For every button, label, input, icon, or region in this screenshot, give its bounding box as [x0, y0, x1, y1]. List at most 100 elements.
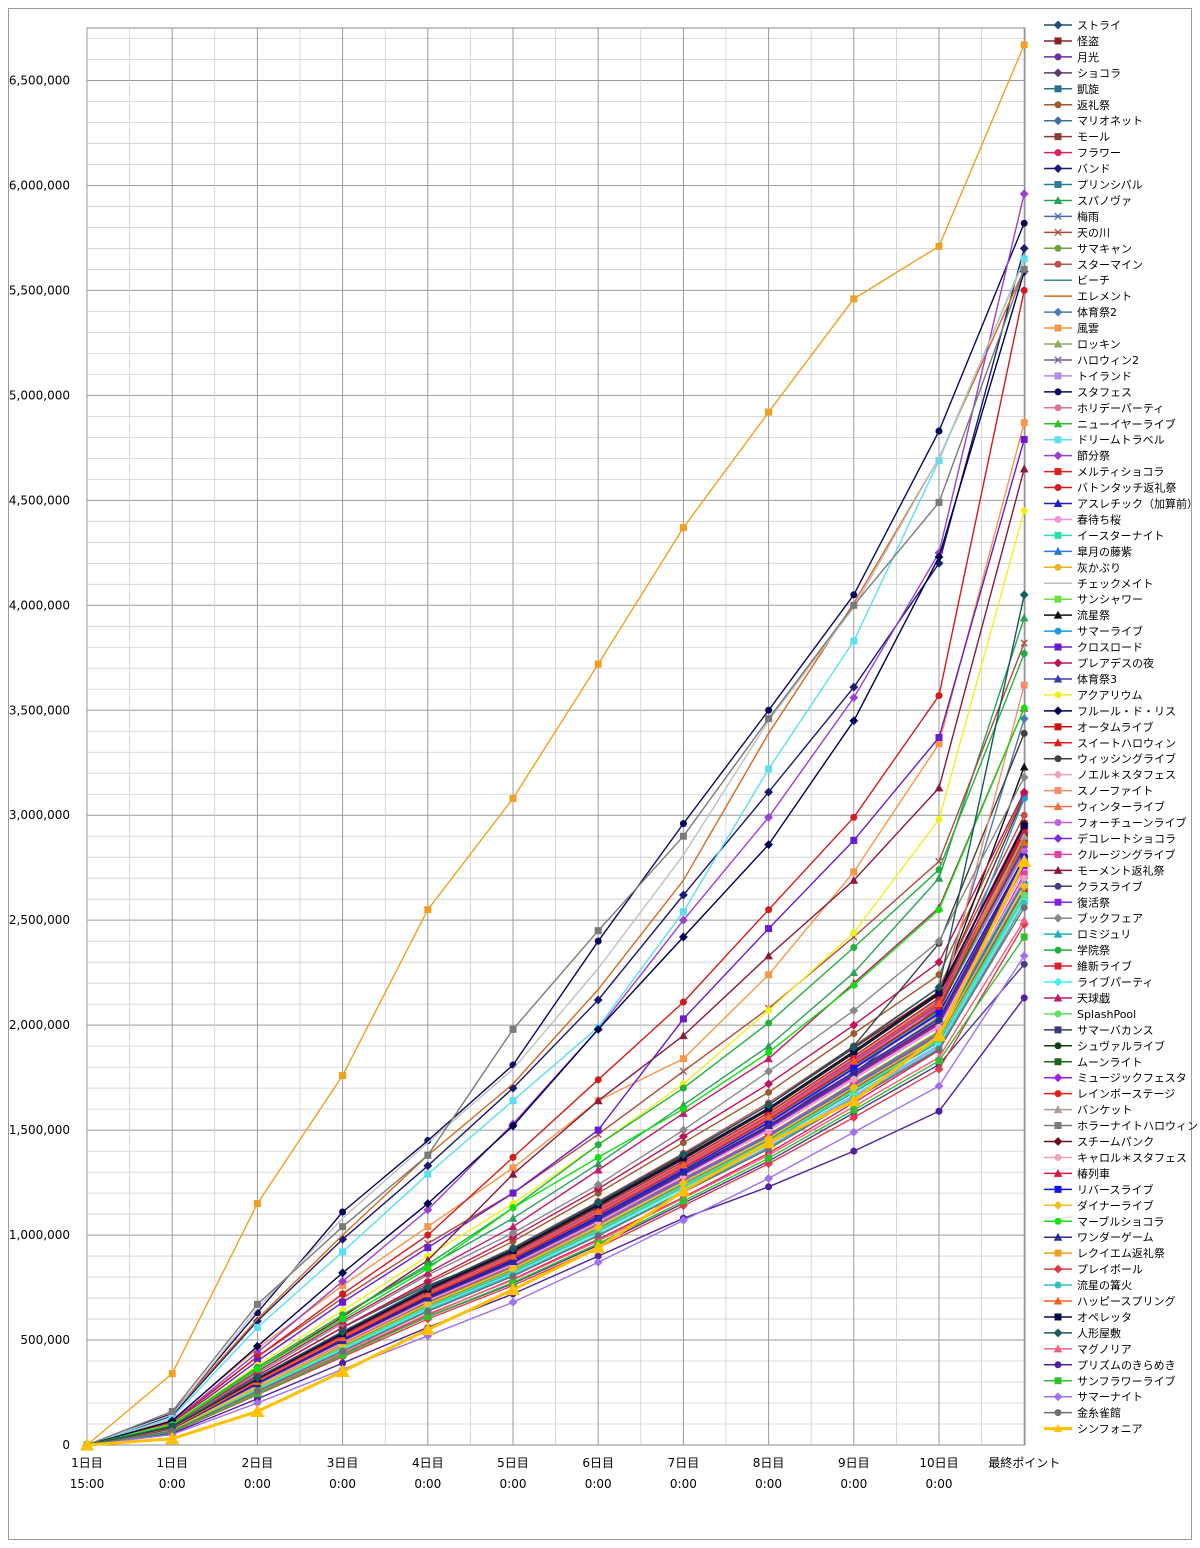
data-point — [849, 1006, 859, 1015]
data-point — [765, 1048, 773, 1056]
legend-item: アクアリウム — [1044, 689, 1142, 702]
legend-label: 月光 — [1077, 50, 1099, 64]
data-point — [765, 971, 773, 979]
data-point — [765, 706, 773, 714]
legend-swatch-marker — [1054, 468, 1062, 476]
data-point — [934, 1064, 944, 1074]
data-point — [850, 1106, 858, 1114]
data-point — [253, 1300, 261, 1308]
x-tick-label: 9日目 — [838, 1456, 870, 1470]
legend-item: スチームパンク — [1044, 1136, 1154, 1149]
y-tick-label: 500,000 — [20, 1333, 70, 1347]
data-point — [253, 1323, 261, 1331]
legend-label: 梅雨 — [1077, 209, 1099, 223]
data-point — [338, 1268, 348, 1278]
data-point — [849, 1082, 859, 1092]
series-line — [86, 898, 1025, 1446]
legend-swatch-marker — [1053, 1232, 1063, 1241]
data-point — [593, 1207, 603, 1216]
data-point — [339, 1347, 347, 1355]
legend-label: デコレートショコラ — [1077, 831, 1176, 845]
data-point — [764, 1066, 774, 1076]
data-point — [1020, 994, 1028, 1002]
legend-swatch-marker — [1053, 913, 1063, 923]
legend-swatch-marker — [1053, 706, 1063, 716]
legend-item: 学院祭 — [1044, 943, 1110, 957]
data-point — [679, 1167, 688, 1176]
data-point — [935, 498, 943, 506]
data-point — [1019, 189, 1029, 199]
data-point — [850, 591, 858, 599]
legend-item: ホラーナイトハロウィン — [1044, 1120, 1198, 1133]
legend-label: スチームパンク — [1077, 1136, 1154, 1149]
legend-item: サンフラワーライブ — [1044, 1374, 1176, 1388]
data-point — [850, 836, 858, 844]
legend-swatch-marker — [1054, 1153, 1062, 1161]
series-36 — [86, 260, 1025, 1446]
y-tick-label: 3,500,000 — [9, 703, 70, 717]
data-point — [765, 765, 773, 773]
data-point — [1019, 464, 1029, 473]
legend-item: プリンシパル — [1044, 179, 1143, 192]
legend-label: ウィンターライブ — [1077, 800, 1165, 814]
y-axis: 0 500,000 1,000,000 1,500,000 2,000,000 2,500… — [9, 73, 70, 1452]
data-point — [594, 1076, 602, 1084]
data-point — [339, 1248, 347, 1256]
legend-label: シンフォニア — [1077, 1423, 1143, 1436]
chart-frame — [8, 8, 1192, 1540]
data-point — [593, 1096, 603, 1105]
legend-label: 椿列車 — [1077, 1166, 1110, 1180]
legend-item: オータムライブ — [1044, 720, 1153, 734]
data-point — [593, 1197, 603, 1207]
data-point — [1019, 613, 1029, 622]
data-point — [339, 1223, 347, 1231]
legend-item: ダイナーライブ — [1044, 1198, 1154, 1212]
legend-label: クルージングライブ — [1077, 847, 1175, 861]
legend-swatch-marker — [1054, 563, 1062, 571]
legend-item: サマキャン — [1044, 242, 1132, 255]
legend-swatch-marker — [1054, 1010, 1062, 1018]
legend-label: サマーバカンス — [1077, 1024, 1154, 1037]
legend-item: 返礼祭 — [1044, 98, 1110, 112]
legend-item: 怪盗 — [1044, 34, 1099, 48]
legend-label: プレアデスの夜 — [1077, 656, 1154, 670]
series-line — [86, 886, 1025, 1446]
data-point — [849, 682, 859, 692]
series-89 — [79, 854, 1032, 1451]
data-point — [678, 915, 688, 925]
legend-swatch-marker — [1054, 515, 1062, 523]
legend-swatch-marker — [1053, 865, 1063, 874]
data-point — [594, 1232, 602, 1240]
data-point — [765, 1006, 773, 1014]
legend-item: スノーファイト — [1044, 785, 1153, 798]
legend-swatch-marker — [1054, 404, 1062, 412]
data-point — [1020, 435, 1028, 443]
legend-item: ニューイヤーライブ — [1044, 417, 1176, 431]
series-line — [86, 653, 1025, 1446]
data-point — [252, 1373, 262, 1383]
series-line — [86, 877, 1025, 1446]
data-point — [1020, 507, 1028, 515]
data-point — [849, 1020, 859, 1030]
data-point — [679, 1015, 687, 1023]
data-point — [423, 1161, 433, 1171]
data-point — [935, 866, 943, 874]
legend-label: ニューイヤーライブ — [1077, 417, 1176, 431]
data-point — [1020, 874, 1028, 882]
series-78 — [83, 41, 1028, 1449]
legend-swatch-marker — [1053, 1200, 1063, 1210]
data-point — [679, 908, 687, 916]
legend-swatch-marker — [1054, 643, 1062, 651]
x-tick-label: 8日目 — [753, 1456, 785, 1470]
data-point — [591, 1240, 606, 1254]
data-point — [849, 1067, 859, 1076]
legend-item: ロミジュリ — [1044, 928, 1131, 941]
legend-swatch-marker — [1053, 196, 1063, 204]
data-point — [338, 1327, 348, 1337]
series-line — [86, 791, 1025, 1446]
legend-swatch-marker — [1054, 882, 1062, 890]
legend-item: 流星祭 — [1044, 608, 1110, 622]
x-tick-sublabel: 0:00 — [585, 1477, 612, 1491]
legend-label: フォーチューンライブ — [1077, 816, 1186, 830]
